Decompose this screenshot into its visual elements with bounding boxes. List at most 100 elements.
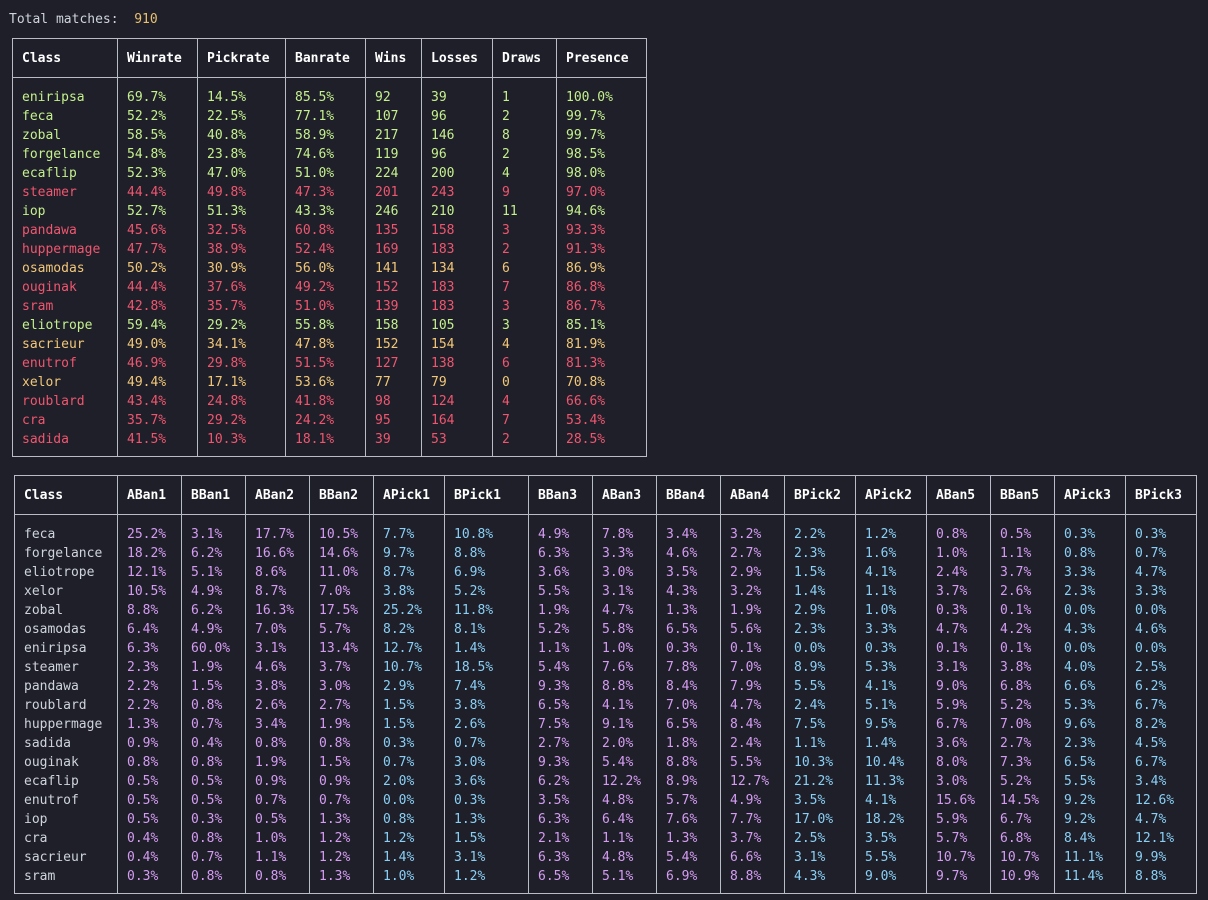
cell-apick1: 2.9% bbox=[373, 677, 445, 696]
spacer-cell bbox=[926, 514, 991, 525]
cell-bban5: 7.0% bbox=[990, 715, 1055, 734]
cell-aban5: 1.0% bbox=[926, 544, 991, 563]
spacer-cell bbox=[309, 514, 374, 525]
cell-losses: 183 bbox=[421, 278, 493, 297]
cell-class: roublard bbox=[12, 392, 118, 411]
cell-draws: 6 bbox=[492, 354, 557, 373]
cell-wins: 98 bbox=[365, 392, 422, 411]
cell-winrate: 69.7% bbox=[117, 88, 198, 107]
cell-pickrate: 24.8% bbox=[197, 392, 286, 411]
cell-bban3: 6.3% bbox=[528, 810, 593, 829]
spacer-cell bbox=[117, 77, 198, 88]
total-matches-line: Total matches: 910 bbox=[9, 11, 158, 29]
cell-bban1: 1.9% bbox=[181, 658, 246, 677]
cell-bpick2: 17.0% bbox=[784, 810, 856, 829]
cell-bban3: 4.9% bbox=[528, 525, 593, 544]
cell-bpick2: 1.4% bbox=[784, 582, 856, 601]
cell-banrate: 55.8% bbox=[285, 316, 366, 335]
cell-bban3: 3.5% bbox=[528, 791, 593, 810]
cell-banrate: 43.3% bbox=[285, 202, 366, 221]
cell-winrate: 44.4% bbox=[117, 183, 198, 202]
cell-bban1: 6.2% bbox=[181, 601, 246, 620]
header-pickrate: Pickrate bbox=[197, 38, 286, 78]
cell-pickrate: 38.9% bbox=[197, 240, 286, 259]
cell-bban1: 0.8% bbox=[181, 867, 246, 886]
cell-bban1: 0.4% bbox=[181, 734, 246, 753]
cell-wins: 95 bbox=[365, 411, 422, 430]
cell-bban4: 0.3% bbox=[656, 639, 721, 658]
cell-bban3: 5.2% bbox=[528, 620, 593, 639]
cell-aban2: 16.6% bbox=[245, 544, 310, 563]
cell-bpick1: 6.9% bbox=[444, 563, 529, 582]
cell-class: ecaflip bbox=[14, 772, 118, 791]
spacer-cell bbox=[784, 886, 856, 894]
header-apick2: APick2 bbox=[855, 475, 927, 515]
cell-aban5: 9.7% bbox=[926, 867, 991, 886]
header-aban1: ABan1 bbox=[117, 475, 182, 515]
cell-aban3: 4.7% bbox=[592, 601, 657, 620]
table-row: ouginak 44.4% 37.6% 49.2% 152 183 7 86.8% bbox=[12, 278, 647, 297]
spacer-cell bbox=[117, 449, 198, 457]
cell-bban4: 5.7% bbox=[656, 791, 721, 810]
cell-bban2: 1.3% bbox=[309, 810, 374, 829]
cell-wins: 139 bbox=[365, 297, 422, 316]
cell-aban5: 2.4% bbox=[926, 563, 991, 582]
cell-apick1: 0.3% bbox=[373, 734, 445, 753]
spacer-cell bbox=[720, 886, 785, 894]
cell-aban3: 5.8% bbox=[592, 620, 657, 639]
cell-banrate: 58.9% bbox=[285, 126, 366, 145]
cell-bban5: 2.6% bbox=[990, 582, 1055, 601]
cell-aban4: 5.5% bbox=[720, 753, 785, 772]
spacer-cell bbox=[421, 449, 493, 457]
cell-apick3: 4.0% bbox=[1054, 658, 1126, 677]
spacer-cell bbox=[990, 514, 1055, 525]
cell-losses: 53 bbox=[421, 430, 493, 449]
cell-aban3: 7.8% bbox=[592, 525, 657, 544]
table-row: roublard 43.4% 24.8% 41.8% 98 124 4 66.6% bbox=[12, 392, 647, 411]
cell-bban3: 3.6% bbox=[528, 563, 593, 582]
cell-bban2: 10.5% bbox=[309, 525, 374, 544]
cell-bpick3: 6.7% bbox=[1125, 696, 1197, 715]
cell-bban1: 0.5% bbox=[181, 791, 246, 810]
cell-class: sacrieur bbox=[12, 335, 118, 354]
cell-bpick1: 10.8% bbox=[444, 525, 529, 544]
header-aban4: ABan4 bbox=[720, 475, 785, 515]
header-aban3: ABan3 bbox=[592, 475, 657, 515]
cell-class: eniripsa bbox=[14, 639, 118, 658]
cell-bban2: 2.7% bbox=[309, 696, 374, 715]
cell-wins: 141 bbox=[365, 259, 422, 278]
cell-aban2: 8.6% bbox=[245, 563, 310, 582]
table-row: feca 25.2% 3.1% 17.7% 10.5% 7.7% 10.8% 4.9% 7.8%… bbox=[14, 525, 1197, 544]
cell-class: pandawa bbox=[14, 677, 118, 696]
cell-bban2: 1.5% bbox=[309, 753, 374, 772]
cell-pickrate: 32.5% bbox=[197, 221, 286, 240]
cell-aban2: 0.5% bbox=[245, 810, 310, 829]
cell-apick1: 1.2% bbox=[373, 829, 445, 848]
cell-aban1: 6.3% bbox=[117, 639, 182, 658]
cell-bban4: 1.8% bbox=[656, 734, 721, 753]
table-row: roublard 2.2% 0.8% 2.6% 2.7% 1.5% 3.8% 6.5% 4.1%… bbox=[14, 696, 1197, 715]
cell-banrate: 77.1% bbox=[285, 107, 366, 126]
cell-pickrate: 10.3% bbox=[197, 430, 286, 449]
cell-aban1: 0.5% bbox=[117, 810, 182, 829]
cell-pickrate: 23.8% bbox=[197, 145, 286, 164]
cell-class: huppermage bbox=[12, 240, 118, 259]
cell-winrate: 44.4% bbox=[117, 278, 198, 297]
cell-bban4: 1.3% bbox=[656, 601, 721, 620]
cell-bpick1: 1.4% bbox=[444, 639, 529, 658]
cell-aban5: 3.0% bbox=[926, 772, 991, 791]
cell-bban5: 10.7% bbox=[990, 848, 1055, 867]
cell-bban4: 7.0% bbox=[656, 696, 721, 715]
cell-losses: 210 bbox=[421, 202, 493, 221]
cell-bban4: 6.5% bbox=[656, 715, 721, 734]
cell-wins: 224 bbox=[365, 164, 422, 183]
cell-losses: 79 bbox=[421, 373, 493, 392]
header-class: Class bbox=[14, 475, 118, 515]
cell-aban4: 6.6% bbox=[720, 848, 785, 867]
table-row: xelor 49.4% 17.1% 53.6% 77 79 0 70.8% bbox=[12, 373, 647, 392]
table-row: steamer 2.3% 1.9% 4.6% 3.7% 10.7% 18.5% 5.4% 7.6… bbox=[14, 658, 1197, 677]
header-aban2: ABan2 bbox=[245, 475, 310, 515]
spacer-cell bbox=[421, 77, 493, 88]
cell-winrate: 59.4% bbox=[117, 316, 198, 335]
cell-presence: 86.7% bbox=[556, 297, 647, 316]
